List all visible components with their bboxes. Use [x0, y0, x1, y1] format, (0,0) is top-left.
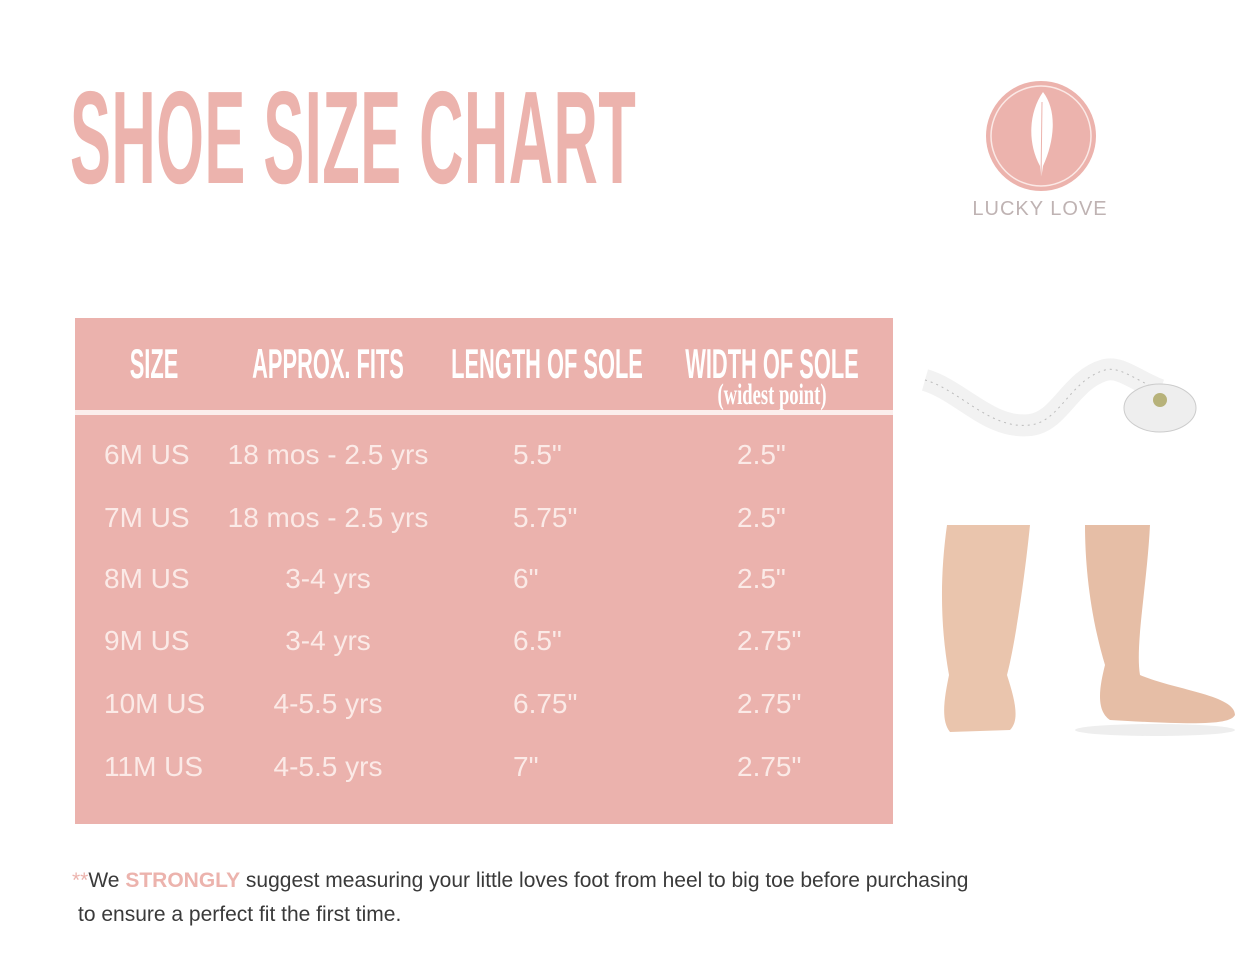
table-row: 11M US 4-5.5 yrs 7" 2.75" [75, 737, 893, 797]
note-line2: to ensure a perfect fit the first time. [78, 903, 402, 926]
header-length: LENGTH OF SOLE [451, 340, 643, 387]
cell-size: 7M US [104, 502, 190, 533]
cell-width: 2.75" [737, 751, 802, 782]
note-we: We [88, 869, 126, 892]
table-row: 8M US 3-4 yrs 6" 2.5" [75, 549, 893, 609]
table-row: 7M US 18 mos - 2.5 yrs 5.75" 2.5" [75, 488, 893, 548]
note-asterisks: ** [72, 869, 89, 892]
header-size: SIZE [129, 340, 179, 387]
header-width-sub: (widest point) [717, 378, 827, 411]
size-table: SIZE APPROX. FITS LENGTH OF SOLE WIDTH O… [75, 318, 893, 824]
header-width: WIDTH OF SOLE [685, 340, 859, 387]
baby-feet-photo [941, 525, 1235, 736]
cell-length: 7" [513, 751, 539, 782]
table-header: SIZE APPROX. FITS LENGTH OF SOLE WIDTH O… [75, 318, 893, 410]
brand-name: LUCKY LOVE [972, 198, 1108, 220]
cell-length: 6.75" [513, 688, 578, 719]
cell-size: 10M US [104, 688, 206, 719]
header-divider [75, 410, 893, 415]
cell-width: 2.5" [737, 502, 786, 533]
feather-icon [986, 81, 1096, 191]
cell-size: 8M US [104, 563, 190, 594]
cell-length: 5.5" [513, 439, 562, 470]
cell-length: 6.5" [513, 625, 562, 656]
header-approx-fits: APPROX. FITS [252, 340, 404, 387]
tape-measure-photo [921, 358, 1197, 437]
table-row: 10M US 4-5.5 yrs 6.75" 2.75" [75, 674, 893, 734]
cell-approx-fits: 18 mos - 2.5 yrs [227, 439, 429, 470]
cell-size: 6M US [104, 439, 190, 470]
cell-width: 2.75" [737, 688, 802, 719]
note-emphasis: STRONGLY [125, 869, 241, 892]
note-line1: suggest measuring your little loves foot… [240, 869, 969, 892]
cell-size: 11M US [104, 751, 204, 782]
table-row: 6M US 18 mos - 2.5 yrs 5.5" 2.5" [75, 425, 893, 485]
cell-size: 9M US [104, 625, 190, 656]
cell-approx-fits: 3-4 yrs [285, 563, 371, 594]
cell-width: 2.5" [737, 439, 786, 470]
cell-approx-fits: 18 mos - 2.5 yrs [227, 502, 429, 533]
measuring-note: **We STRONGLY suggest measuring your lit… [72, 864, 969, 932]
page-title: SHOE SIZE CHART [70, 64, 637, 211]
cell-width: 2.75" [737, 625, 802, 656]
cell-approx-fits: 4-5.5 yrs [273, 688, 383, 719]
cell-width: 2.5" [737, 563, 786, 594]
cell-approx-fits: 3-4 yrs [285, 625, 371, 656]
cell-length: 6" [513, 563, 539, 594]
table-row: 9M US 3-4 yrs 6.5" 2.75" [75, 611, 893, 671]
cell-approx-fits: 4-5.5 yrs [273, 751, 383, 782]
cell-length: 5.75" [513, 502, 578, 533]
